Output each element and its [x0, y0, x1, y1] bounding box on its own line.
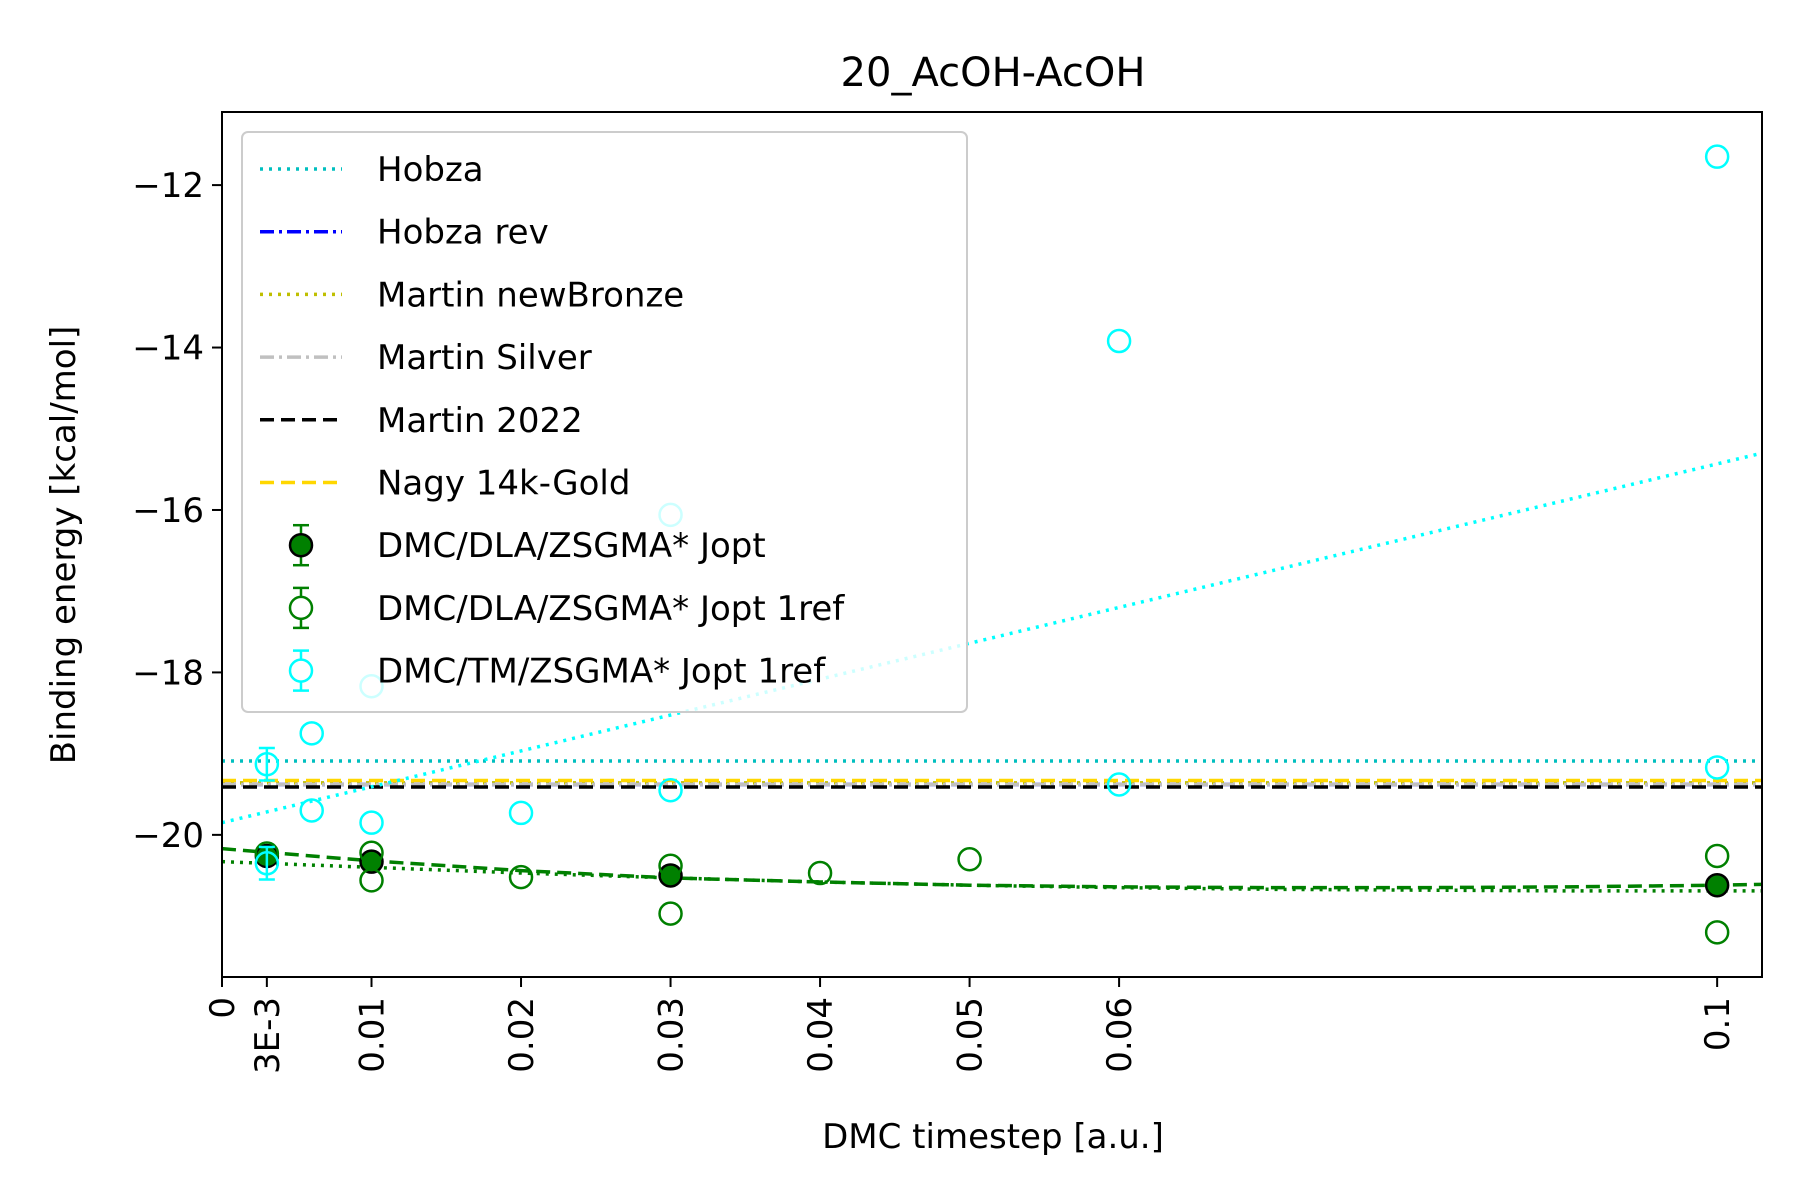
data-point-s3-6 — [359, 810, 384, 835]
x-tick-label: 0.1 — [1698, 997, 1738, 1051]
y-tick-label: −12 — [132, 166, 204, 206]
data-point-s2-3 — [359, 868, 384, 893]
x-axis-title: DMC timestep [a.u.] — [822, 1117, 1164, 1157]
x-tick-label: 0.01 — [353, 997, 393, 1073]
legend-label: Martin newBronze — [377, 275, 684, 315]
fit-line-1 — [222, 846, 1762, 890]
legend-marker — [288, 658, 314, 683]
data-point-s2-10 — [1704, 920, 1730, 945]
legend-label: DMC/DLA/ZSGMA* Jopt 1ref — [377, 589, 845, 629]
legend-label: Nagy 14k-Gold — [377, 464, 630, 504]
data-point-s2-7 — [807, 860, 833, 886]
data-point-s2-4 — [508, 864, 534, 890]
fit-line-2 — [222, 859, 1762, 893]
data-point-s2-9 — [1704, 843, 1730, 869]
data-point-s3-10 — [1106, 328, 1132, 354]
legend-label: DMC/DLA/ZSGMA* Jopt — [377, 526, 766, 566]
x-tick-label: 0.05 — [951, 997, 991, 1073]
data-point-s3-4 — [299, 798, 324, 823]
data-point-s3-11 — [1106, 772, 1132, 797]
legend-label: Martin Silver — [377, 338, 592, 378]
data-point-s3-9 — [658, 777, 683, 803]
chart-title: 20_AcOH-AcOH — [841, 50, 1146, 96]
x-tick-label: 0.03 — [652, 997, 692, 1073]
plot-area — [222, 144, 1762, 945]
x-tick-label: 0.02 — [502, 997, 542, 1073]
y-tick-label: −20 — [132, 816, 204, 856]
legend-marker — [288, 595, 314, 621]
y-axis-title: Binding energy [kcal/mol] — [44, 326, 84, 765]
legend-label: DMC/TM/ZSGMA* Jopt 1ref — [377, 652, 826, 692]
y-tick-label: −16 — [132, 491, 204, 531]
legend-marker — [288, 532, 314, 558]
data-point-s3-3 — [299, 721, 324, 746]
legend-label: Hobza rev — [377, 213, 549, 253]
axes: 0 3E-3 0.01 0.02 0.03 0.04 0.05 0.06 0.1 −12 −14 −1… — [132, 166, 1738, 1074]
data-point-s2-8 — [957, 846, 982, 872]
fit-line-3 — [222, 451, 1762, 825]
data-point-s3-13 — [1704, 755, 1730, 780]
data-point-s3-7 — [508, 800, 534, 826]
plot-frame — [221, 111, 1763, 978]
legend-label: Hobza — [377, 150, 484, 190]
data-point-s2-2 — [359, 840, 384, 865]
x-tick-label: 0 — [203, 997, 243, 1019]
data-point-s1-2 — [359, 849, 384, 874]
data-point-s2-6 — [658, 901, 683, 926]
data-point-s3-12 — [1704, 144, 1730, 169]
data-point-s3-1 — [254, 751, 280, 777]
data-point-s1-4 — [1704, 872, 1730, 898]
x-tick-label: 3E-3 — [248, 997, 288, 1074]
legend: Hobza Hobza rev Martin newBronze Martin Sil… — [241, 131, 968, 713]
y-tick-label: −14 — [132, 329, 204, 369]
data-point-s2-5 — [658, 853, 683, 878]
legend-box — [241, 131, 968, 713]
x-tick-label: 0.04 — [801, 997, 841, 1073]
x-tick-label: 0.06 — [1100, 997, 1140, 1073]
plot-content — [222, 144, 1762, 945]
y-tick-label: −18 — [132, 653, 204, 693]
data-point-s1-3 — [658, 863, 683, 888]
data-point-s3-2 — [254, 851, 280, 876]
legend-label: Martin 2022 — [377, 401, 583, 441]
